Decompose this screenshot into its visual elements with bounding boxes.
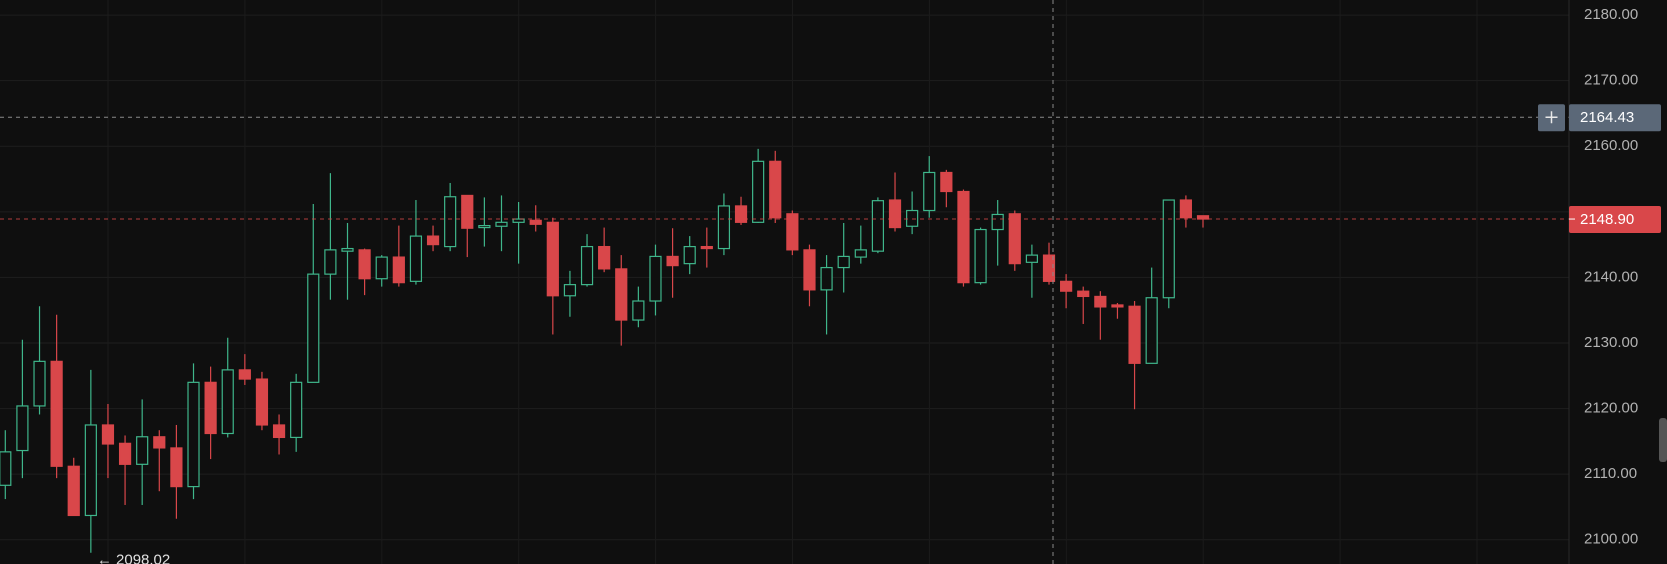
candle-body	[0, 451, 12, 486]
candle-body	[478, 225, 491, 229]
candle-body	[615, 268, 628, 321]
candle-body	[512, 218, 525, 223]
candle-body	[272, 424, 286, 439]
candle-body	[1042, 254, 1056, 282]
candle-body	[580, 245, 594, 286]
plot: ← 2098.02	[0, 0, 1569, 564]
crosshair-price-box	[1569, 104, 1661, 132]
candle-body	[1128, 305, 1141, 364]
candle-body	[563, 284, 577, 297]
candle-body	[974, 228, 987, 284]
candle-body	[888, 199, 902, 229]
y-tick-label: 2130.00	[1584, 334, 1638, 351]
candle-body	[375, 256, 388, 280]
candle-body	[717, 205, 731, 250]
candle-body	[666, 255, 679, 267]
price-axis: 2100.002110.002120.002130.002140.002150.…	[1538, 6, 1661, 548]
candle-body	[426, 235, 440, 246]
candle-body	[632, 300, 645, 321]
candle-body	[392, 256, 405, 284]
candle-body	[957, 190, 970, 284]
candle-body	[136, 436, 149, 465]
y-tick-label: 2100.00	[1584, 531, 1638, 548]
candle-body	[170, 447, 183, 488]
low-annotation: ← 2098.02	[97, 552, 170, 564]
candle-body	[16, 405, 29, 452]
y-tick-label: 2180.00	[1584, 6, 1638, 23]
candle-body	[734, 205, 748, 223]
last-price-box	[1569, 206, 1661, 234]
candle-body	[1145, 297, 1158, 364]
candle-body	[153, 436, 166, 449]
candle-body	[84, 424, 97, 517]
candle-body	[820, 266, 833, 291]
y-tick-label: 2140.00	[1584, 268, 1638, 285]
candle-body	[1025, 254, 1039, 263]
candle-body	[769, 160, 782, 219]
candle-body	[940, 171, 953, 193]
scroll-tab[interactable]	[1659, 418, 1667, 462]
y-tick-label: 2110.00	[1584, 465, 1637, 482]
candle-body	[923, 171, 936, 212]
candle-body	[409, 235, 423, 282]
candle-body	[33, 360, 46, 407]
candle-body	[1162, 199, 1175, 299]
candle-body	[837, 255, 850, 269]
candle-body	[529, 219, 542, 225]
candle-body	[187, 381, 200, 488]
crosshair-price-label: 2164.43	[1580, 109, 1634, 126]
candle-body	[307, 273, 320, 383]
candle-body	[1077, 290, 1090, 298]
candle-body	[50, 360, 63, 467]
candle-body	[238, 369, 251, 380]
last-price-label: 2148.90	[1580, 211, 1634, 228]
candle-body	[118, 442, 132, 465]
candle-body	[324, 249, 337, 275]
y-tick-label: 2160.00	[1584, 137, 1638, 154]
candle-body	[101, 424, 115, 445]
candle-body	[67, 465, 80, 517]
candle-body	[786, 213, 799, 251]
candle-body	[358, 249, 371, 280]
candle-body	[444, 196, 457, 248]
y-tick-label: 2120.00	[1584, 400, 1638, 417]
candle-body	[649, 255, 662, 302]
candle-body	[546, 221, 559, 297]
candle-body	[598, 245, 611, 270]
candle-body	[221, 369, 234, 435]
candle-body	[752, 160, 765, 223]
candle-body	[991, 213, 1004, 231]
candle-body	[341, 247, 354, 252]
candle-body	[683, 245, 696, 265]
candle-body	[871, 200, 885, 252]
candle-body	[906, 209, 919, 227]
plus-icon	[1545, 111, 1558, 124]
candle-body	[803, 249, 816, 291]
candle-body	[854, 249, 867, 258]
candle-body	[700, 245, 713, 250]
candle-body	[1060, 280, 1073, 292]
candle-body	[1111, 304, 1124, 308]
candle-body	[461, 194, 474, 229]
candle-body	[255, 378, 269, 426]
candle-body	[495, 221, 508, 227]
candle-body	[1179, 199, 1192, 219]
candle-body	[204, 381, 217, 435]
candle-body	[1094, 295, 1107, 308]
candle-body	[290, 381, 303, 439]
candle-body	[1008, 213, 1021, 265]
y-tick-label: 2170.00	[1584, 72, 1638, 89]
